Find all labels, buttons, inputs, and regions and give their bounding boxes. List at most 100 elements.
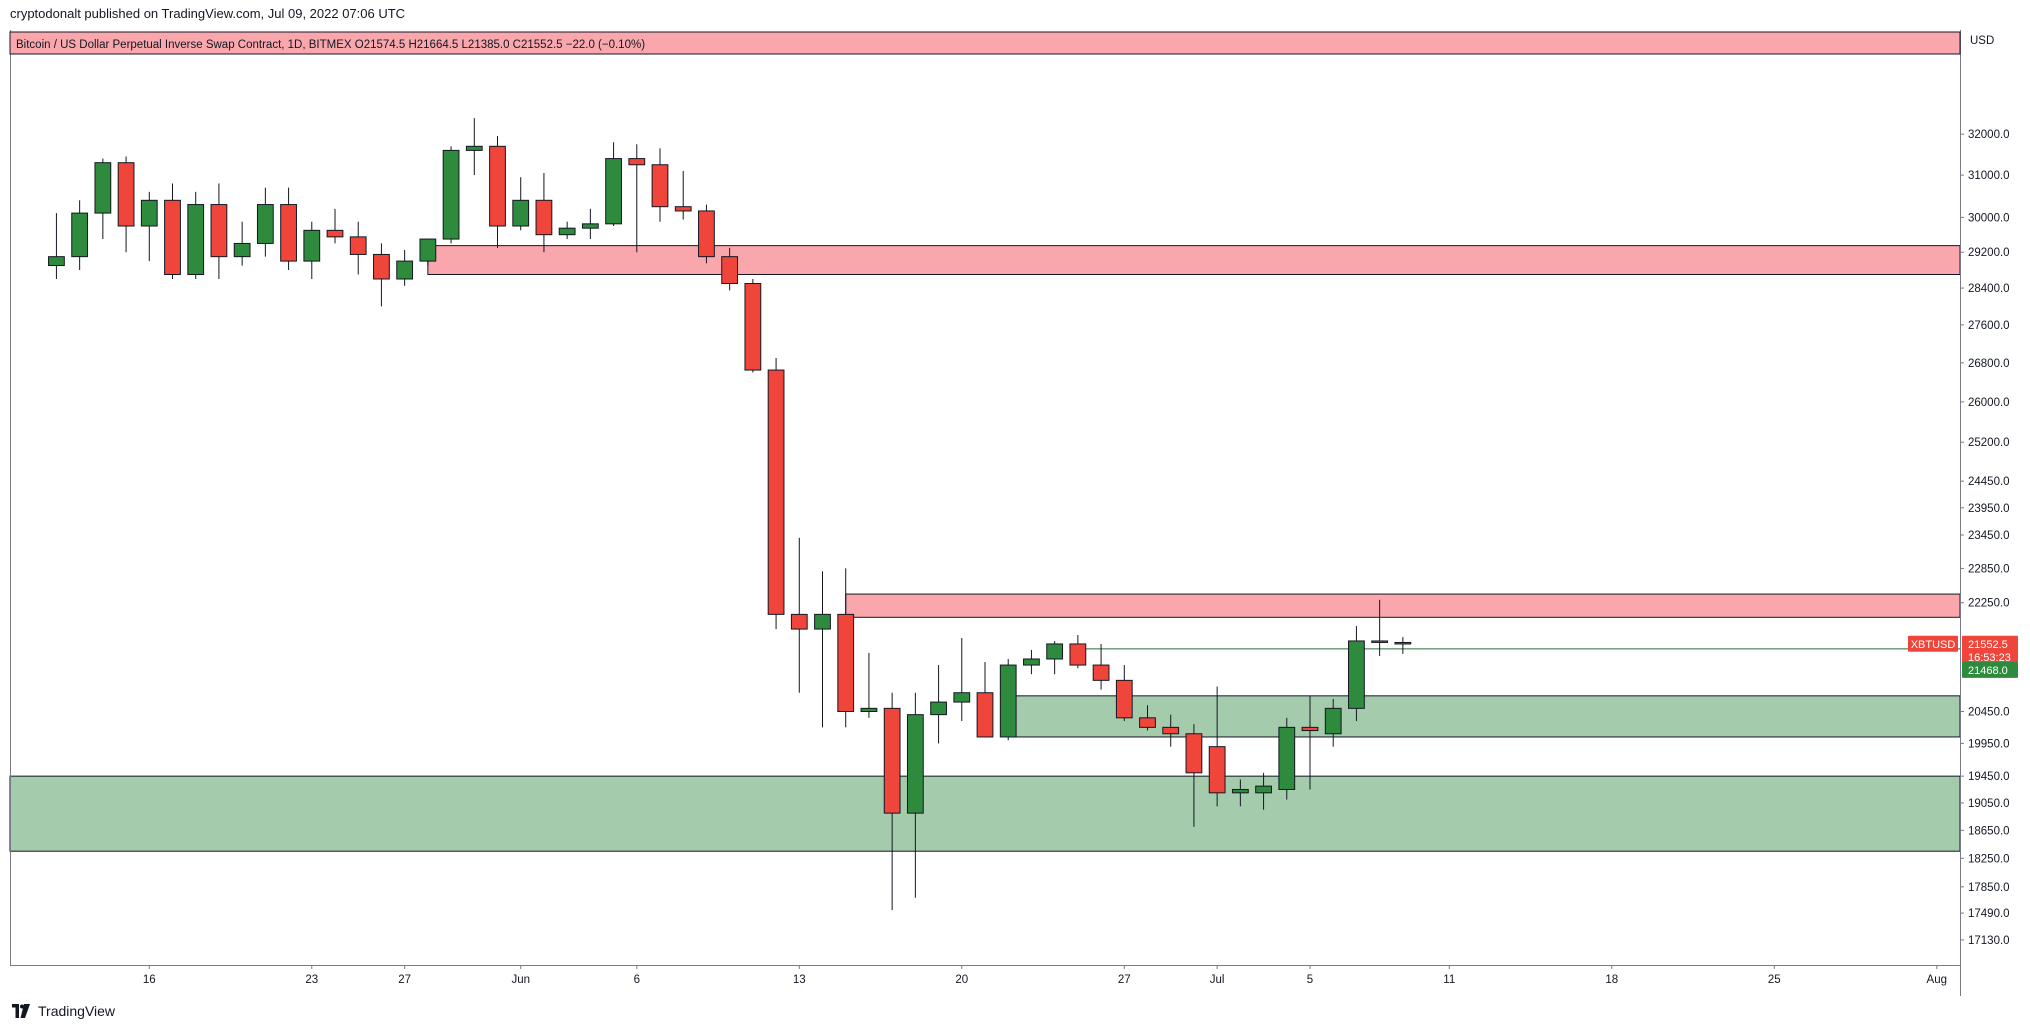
candle-2022-07-01 xyxy=(1208,686,1226,807)
candle-2022-06-29 xyxy=(1162,714,1180,747)
price-tick-label: 28400.0 xyxy=(1968,283,2010,295)
time-axis-ticks: 16 23 27 Jun 6 13 20 27 Jul 5 11 18 25 Aug xyxy=(143,965,1947,986)
time-tick-label: 27 xyxy=(1118,974,1131,986)
candle-body xyxy=(164,199,181,276)
candles-layer xyxy=(48,118,1412,911)
candle-2022-05-30 xyxy=(465,118,483,176)
candle-2022-06-10 xyxy=(721,247,739,291)
time-tick-label: 5 xyxy=(1307,974,1313,986)
candle-body xyxy=(976,692,994,738)
candle-2022-05-24 xyxy=(326,208,344,244)
price-tick-label: 24450.0 xyxy=(1968,476,2010,488)
candle-2022-05-16 xyxy=(140,191,158,262)
price-tick-label: 32000.0 xyxy=(1968,129,2010,141)
candle-body xyxy=(1185,733,1203,774)
candle-body xyxy=(280,204,297,262)
candle-body xyxy=(1115,679,1133,719)
candle-body xyxy=(396,260,414,280)
price-tick-label: 22850.0 xyxy=(1968,563,2010,575)
candle-2022-06-09 xyxy=(698,204,715,264)
candle-2022-05-28 xyxy=(419,238,437,266)
candle-2022-07-09 xyxy=(1394,637,1412,654)
price-tick-label: 18250.0 xyxy=(1968,853,2010,865)
resistance-zone-1 xyxy=(845,593,1961,618)
price-badge-countdown: 16:53:23 xyxy=(1968,652,2011,664)
candle-body xyxy=(790,613,808,630)
candle-2022-05-19 xyxy=(210,183,228,280)
candle-2022-06-27 xyxy=(1115,665,1133,721)
candle-body xyxy=(71,212,89,258)
tradingview-logo-icon xyxy=(12,1004,30,1018)
candle-2022-05-12 xyxy=(48,213,65,280)
candle-2022-06-13 xyxy=(790,537,808,693)
candle-body xyxy=(117,162,135,227)
candle-body xyxy=(233,242,251,258)
level-badge-text: 21468.0 xyxy=(1968,665,2008,677)
candle-2022-06-18 xyxy=(906,692,924,898)
candle-2022-06-22 xyxy=(999,658,1017,741)
candle-2022-05-21 xyxy=(256,187,274,257)
candle-body xyxy=(767,369,785,615)
candle-2022-05-13 xyxy=(71,200,89,271)
candle-2022-06-01 xyxy=(512,177,530,231)
candle-2022-05-23 xyxy=(303,221,321,280)
candle-body xyxy=(140,199,158,227)
candle-body xyxy=(930,701,947,716)
symbol-badge-bg xyxy=(1908,635,1958,652)
candle-2022-07-02 xyxy=(1231,779,1249,807)
candle-2022-05-14 xyxy=(94,158,112,240)
support-zone-2 xyxy=(1007,695,1961,738)
candle-2022-07-08 xyxy=(1371,599,1389,656)
candle-2022-06-28 xyxy=(1139,705,1156,731)
candle-body xyxy=(373,253,390,280)
candle-body xyxy=(744,283,762,371)
time-tick-label: 13 xyxy=(793,974,806,986)
candle-body xyxy=(721,256,739,285)
candle-body xyxy=(605,158,622,225)
candle-body xyxy=(906,714,924,814)
candle-2022-07-06 xyxy=(1324,698,1342,747)
support-zone-3 xyxy=(9,775,1961,852)
candle-2022-06-15 xyxy=(837,568,855,728)
candle-2022-05-29 xyxy=(442,146,460,244)
footer-brand[interactable]: TradingView xyxy=(10,1003,115,1019)
last-price-badge: XBTUSD 21552.5 16:53:23 xyxy=(1908,635,2018,666)
price-tick-label: 19950.0 xyxy=(1968,738,2010,750)
price-tick-label: 20450.0 xyxy=(1968,706,2010,718)
level-badge-bg xyxy=(1962,661,2018,678)
candle-body xyxy=(1208,746,1226,794)
candle-2022-05-20 xyxy=(233,221,251,266)
footer-brand-text: TradingView xyxy=(38,1003,116,1019)
time-tick-label: Jun xyxy=(511,974,530,986)
candle-body xyxy=(48,256,65,267)
candle-2022-06-02 xyxy=(535,173,553,253)
candle-body xyxy=(581,223,599,229)
candle-2022-06-23 xyxy=(1023,649,1040,675)
candle-body xyxy=(535,199,553,236)
candle-body xyxy=(1371,640,1389,643)
time-tick-label: 16 xyxy=(143,974,156,986)
price-tick-label: 27600.0 xyxy=(1968,320,2010,332)
candle-body xyxy=(651,164,669,208)
candle-body xyxy=(187,204,205,276)
price-axis-ticks: 32000.0 31000.0 30000.0 29200.0 28400.0 27600… xyxy=(1960,129,2010,947)
time-tick-label: 18 xyxy=(1605,974,1618,986)
candle-body xyxy=(1046,643,1064,660)
price-tick-label: 17850.0 xyxy=(1968,882,2010,894)
candle-2022-06-07 xyxy=(651,148,669,222)
price-tick-label: 19050.0 xyxy=(1968,798,2010,810)
candle-body xyxy=(1324,707,1342,735)
candle-body xyxy=(1069,643,1087,666)
price-axis-unit: USD xyxy=(1970,35,1994,47)
price-badge-price: 21552.5 xyxy=(1968,639,2008,651)
price-tick-label: 19450.0 xyxy=(1968,771,2010,783)
price-badge-bg xyxy=(1962,635,2018,666)
candle-body xyxy=(814,613,831,630)
candle-2022-06-11 xyxy=(744,279,762,373)
symbol-badge-text: XBTUSD xyxy=(1911,639,1956,651)
time-tick-label: 20 xyxy=(955,974,968,986)
time-tick-label: 6 xyxy=(634,974,640,986)
price-tick-label: 29200.0 xyxy=(1968,247,2010,259)
price-tick-label: 30000.0 xyxy=(1968,212,2010,224)
